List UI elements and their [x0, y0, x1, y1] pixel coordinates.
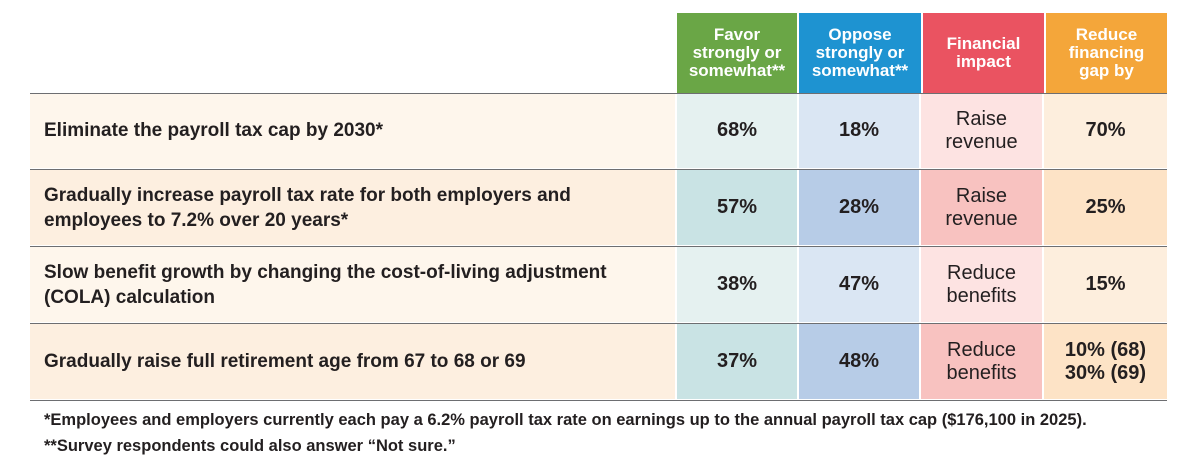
- favor-value: 68%: [675, 93, 797, 168]
- reduce-gap-value: 10% (68) 30% (69): [1042, 324, 1167, 399]
- favor-value: 37%: [675, 324, 797, 399]
- row-divider: [30, 246, 1167, 247]
- financial-impact-value: Raise revenue: [919, 93, 1042, 168]
- row-label: Slow benefit growth by changing the cost…: [30, 247, 675, 322]
- footnote-not-sure: **Survey respondents could also answer “…: [44, 437, 456, 455]
- row-divider: [30, 169, 1167, 170]
- oppose-value: 48%: [797, 324, 919, 399]
- oppose-value: 18%: [797, 93, 919, 168]
- row-divider: [30, 93, 1167, 94]
- financial-impact-value: Reduce benefits: [919, 247, 1042, 322]
- row-divider: [30, 323, 1167, 324]
- financial-impact-value: Reduce benefits: [919, 324, 1042, 399]
- table-row: Slow benefit growth by changing the cost…: [30, 247, 1167, 322]
- table-row: Gradually increase payroll tax rate for …: [30, 170, 1167, 245]
- favor-value: 57%: [675, 170, 797, 245]
- table-row: Eliminate the payroll tax cap by 2030* 6…: [30, 93, 1167, 168]
- row-label: Gradually raise full retirement age from…: [30, 324, 675, 399]
- column-header-financial-impact: Financial impact: [923, 13, 1044, 93]
- footnote-payroll-tax: *Employees and employers currently each …: [44, 411, 1087, 429]
- row-divider: [30, 400, 1167, 401]
- reduce-gap-value: 70%: [1042, 93, 1167, 168]
- column-header-oppose: Oppose strongly or somewhat**: [799, 13, 921, 93]
- oppose-value: 28%: [797, 170, 919, 245]
- financial-impact-value: Raise revenue: [919, 170, 1042, 245]
- row-label: Gradually increase payroll tax rate for …: [30, 170, 675, 245]
- column-header-reduce-gap: Reduce financing gap by: [1046, 13, 1167, 93]
- reduce-gap-value: 15%: [1042, 247, 1167, 322]
- row-label: Eliminate the payroll tax cap by 2030*: [30, 93, 675, 168]
- column-header-favor: Favor strongly or somewhat**: [677, 13, 797, 93]
- reduce-gap-value: 25%: [1042, 170, 1167, 245]
- favor-value: 38%: [675, 247, 797, 322]
- oppose-value: 47%: [797, 247, 919, 322]
- table-row: Gradually raise full retirement age from…: [30, 324, 1167, 399]
